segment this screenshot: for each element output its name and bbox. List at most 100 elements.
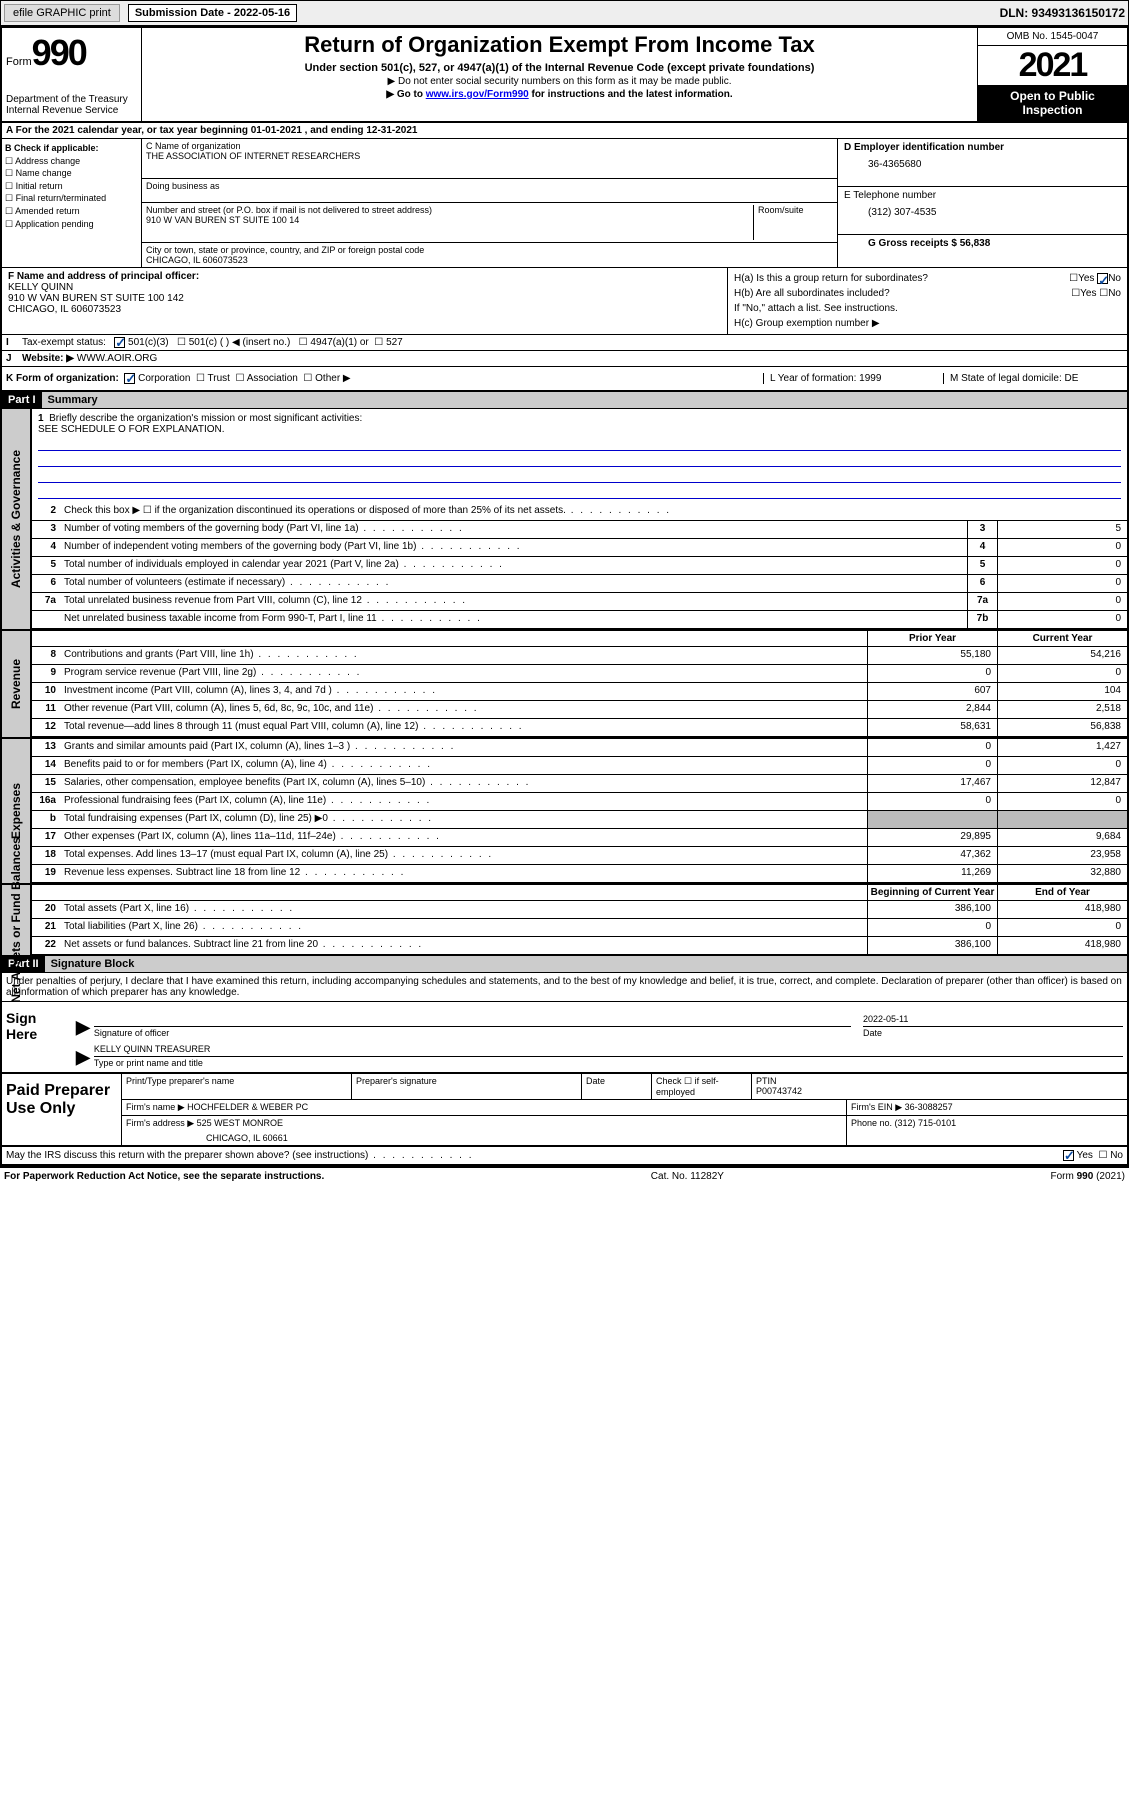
header-left: Form 990 Department of the Treasury Inte… [2, 28, 142, 121]
open-to-public: Open to Public Inspection [978, 85, 1127, 121]
summary-line: 22Net assets or fund balances. Subtract … [32, 937, 1127, 955]
ck-amended[interactable]: ☐ Amended return [5, 205, 138, 218]
cat-no: Cat. No. 11282Y [651, 1171, 724, 1182]
header-right: OMB No. 1545-0047 2021 Open to Public In… [977, 28, 1127, 121]
ck-corporation[interactable] [124, 373, 135, 384]
col-headers-1: Prior Year Current Year [32, 631, 1127, 647]
section-bcd: B Check if applicable: ☐ Address change … [2, 139, 1127, 268]
ein: 36-4365680 [844, 159, 1121, 170]
ck-name-change[interactable]: ☐ Name change [5, 167, 138, 180]
section-fh: F Name and address of principal officer:… [2, 268, 1127, 335]
ptin: P00743742 [756, 1086, 802, 1096]
submission-date: Submission Date - 2022-05-16 [128, 4, 297, 22]
summary-line: 12Total revenue—add lines 8 through 11 (… [32, 719, 1127, 737]
sign-here-label: Sign Here [2, 1002, 72, 1072]
net-assets-section: Net Assets or Fund Balances Beginning of… [2, 885, 1127, 956]
summary-line: 7aTotal unrelated business revenue from … [32, 593, 1127, 611]
header-mid: Return of Organization Exempt From Incom… [142, 28, 977, 121]
prep-sig-lbl: Preparer's signature [352, 1074, 582, 1099]
efile-print-button[interactable]: efile GRAPHIC print [4, 4, 120, 22]
prep-name-lbl: Print/Type preparer's name [122, 1074, 352, 1099]
paid-preparer-label: Paid Preparer Use Only [2, 1074, 122, 1145]
note-link: ▶ Go to www.irs.gov/Form990 for instruct… [146, 89, 973, 100]
summary-line: 14Benefits paid to or for members (Part … [32, 757, 1127, 775]
ck-discuss-yes[interactable] [1063, 1150, 1074, 1161]
arrow-icon: ▶ [76, 1047, 90, 1068]
col-c-org-info: C Name of organization THE ASSOCIATION O… [142, 139, 837, 267]
irs-label: Internal Revenue Service [6, 105, 137, 116]
firm-addr2: CHICAGO, IL 60661 [126, 1133, 842, 1143]
summary-line: 18Total expenses. Add lines 13–17 (must … [32, 847, 1127, 865]
col-f-officer: F Name and address of principal officer:… [2, 268, 727, 334]
tel: (312) 307-4535 [844, 207, 1121, 218]
summary-line: 10Investment income (Part VIII, column (… [32, 683, 1127, 701]
perjury-text: Under penalties of perjury, I declare th… [2, 973, 1127, 1002]
officer-addr1: 910 W VAN BUREN ST SUITE 100 142 [8, 293, 721, 304]
summary-line: 15Salaries, other compensation, employee… [32, 775, 1127, 793]
part2-header: Part II Signature Block [2, 956, 1127, 973]
note-ssn: ▶ Do not enter social security numbers o… [146, 76, 973, 87]
revenue-section: Revenue Prior Year Current Year 8Contrib… [2, 631, 1127, 739]
year-formation: L Year of formation: 1999 [763, 373, 943, 384]
street: 910 W VAN BUREN ST SUITE 100 14 [146, 215, 753, 225]
org-name-label: C Name of organization [146, 141, 833, 151]
summary-line: 21Total liabilities (Part X, line 26)00 [32, 919, 1127, 937]
officer-typed-name: KELLY QUINN TREASURER [94, 1044, 1123, 1054]
ck-address-change[interactable]: ☐ Address change [5, 155, 138, 168]
summary-line: 6Total number of volunteers (estimate if… [32, 575, 1127, 593]
summary-line: 3Number of voting members of the governi… [32, 521, 1127, 539]
col-headers-2: Beginning of Current Year End of Year [32, 885, 1127, 901]
org-name: THE ASSOCIATION OF INTERNET RESEARCHERS [146, 151, 833, 161]
name-title-label: Type or print name and title [94, 1056, 1123, 1068]
vside-net-assets: Net Assets or Fund Balances [2, 885, 32, 955]
row-i-tax-status: I Tax-exempt status: 501(c)(3) ☐ 501(c) … [2, 335, 1127, 351]
officer-name: KELLY QUINN [8, 282, 721, 293]
summary-line: bTotal fundraising expenses (Part IX, co… [32, 811, 1127, 829]
irs-link[interactable]: www.irs.gov/Form990 [426, 89, 529, 100]
expenses-section: Expenses 13Grants and similar amounts pa… [2, 739, 1127, 885]
form-container: Form 990 Department of the Treasury Inte… [0, 26, 1129, 1168]
sig-date: 2022-05-11 [863, 1014, 1123, 1024]
paid-preparer-block: Paid Preparer Use Only Print/Type prepar… [2, 1074, 1127, 1147]
ck-application-pending[interactable]: ☐ Application pending [5, 218, 138, 231]
form-header: Form 990 Department of the Treasury Inte… [2, 28, 1127, 123]
part1-header: Part I Summary [2, 392, 1127, 409]
omb-number: OMB No. 1545-0047 [978, 28, 1127, 46]
summary-line: 4Number of independent voting members of… [32, 539, 1127, 557]
sign-here-block: Sign Here ▶ Signature of officer 2022-05… [2, 1002, 1127, 1074]
footer: For Paperwork Reduction Act Notice, see … [0, 1168, 1129, 1185]
summary-line: 17Other expenses (Part IX, column (A), l… [32, 829, 1127, 847]
city: CHICAGO, IL 606073523 [146, 255, 833, 265]
form-label: Form [6, 56, 32, 68]
col-h-group: H(a) Is this a group return for subordin… [727, 268, 1127, 334]
summary-line: 2Check this box ▶ ☐ if the organization … [32, 503, 1127, 521]
mission-text: SEE SCHEDULE O FOR EXPLANATION. [38, 424, 225, 435]
summary-line: 20Total assets (Part X, line 16)386,1004… [32, 901, 1127, 919]
summary-line: 11Other revenue (Part VIII, column (A), … [32, 701, 1127, 719]
firm-phone: Phone no. (312) 715-0101 [847, 1116, 1127, 1145]
form-number: 990 [32, 32, 86, 74]
ck-no-group[interactable] [1097, 273, 1108, 284]
top-bar: efile GRAPHIC print Submission Date - 20… [0, 0, 1129, 26]
summary-line: 9Program service revenue (Part VIII, lin… [32, 665, 1127, 683]
dln: DLN: 93493136150172 [1000, 6, 1125, 20]
summary-section: Activities & Governance 1 Briefly descri… [2, 409, 1127, 631]
col-d-ein: D Employer identification number 36-4365… [837, 139, 1127, 267]
ck-initial-return[interactable]: ☐ Initial return [5, 180, 138, 193]
col-b-checkboxes: B Check if applicable: ☐ Address change … [2, 139, 142, 267]
discuss-row: May the IRS discuss this return with the… [2, 1147, 1127, 1166]
firm-addr1: Firm's address ▶ 525 WEST MONROE [126, 1118, 842, 1129]
summary-line: 19Revenue less expenses. Subtract line 1… [32, 865, 1127, 883]
dba-label: Doing business as [146, 181, 833, 191]
summary-line: 8Contributions and grants (Part VIII, li… [32, 647, 1127, 665]
tax-year: 2021 [978, 46, 1127, 85]
row-a-tax-year: A For the 2021 calendar year, or tax yea… [2, 123, 1127, 139]
prep-self-emp: Check ☐ if self-employed [652, 1074, 752, 1099]
paperwork-notice: For Paperwork Reduction Act Notice, see … [4, 1171, 324, 1182]
summary-line: 5Total number of individuals employed in… [32, 557, 1127, 575]
ck-501c3[interactable] [114, 337, 125, 348]
gross-receipts: G Gross receipts $ 56,838 [844, 238, 1121, 249]
officer-sig-label: Signature of officer [94, 1026, 851, 1038]
summary-line: 16aProfessional fundraising fees (Part I… [32, 793, 1127, 811]
ck-final-return[interactable]: ☐ Final return/terminated [5, 192, 138, 205]
